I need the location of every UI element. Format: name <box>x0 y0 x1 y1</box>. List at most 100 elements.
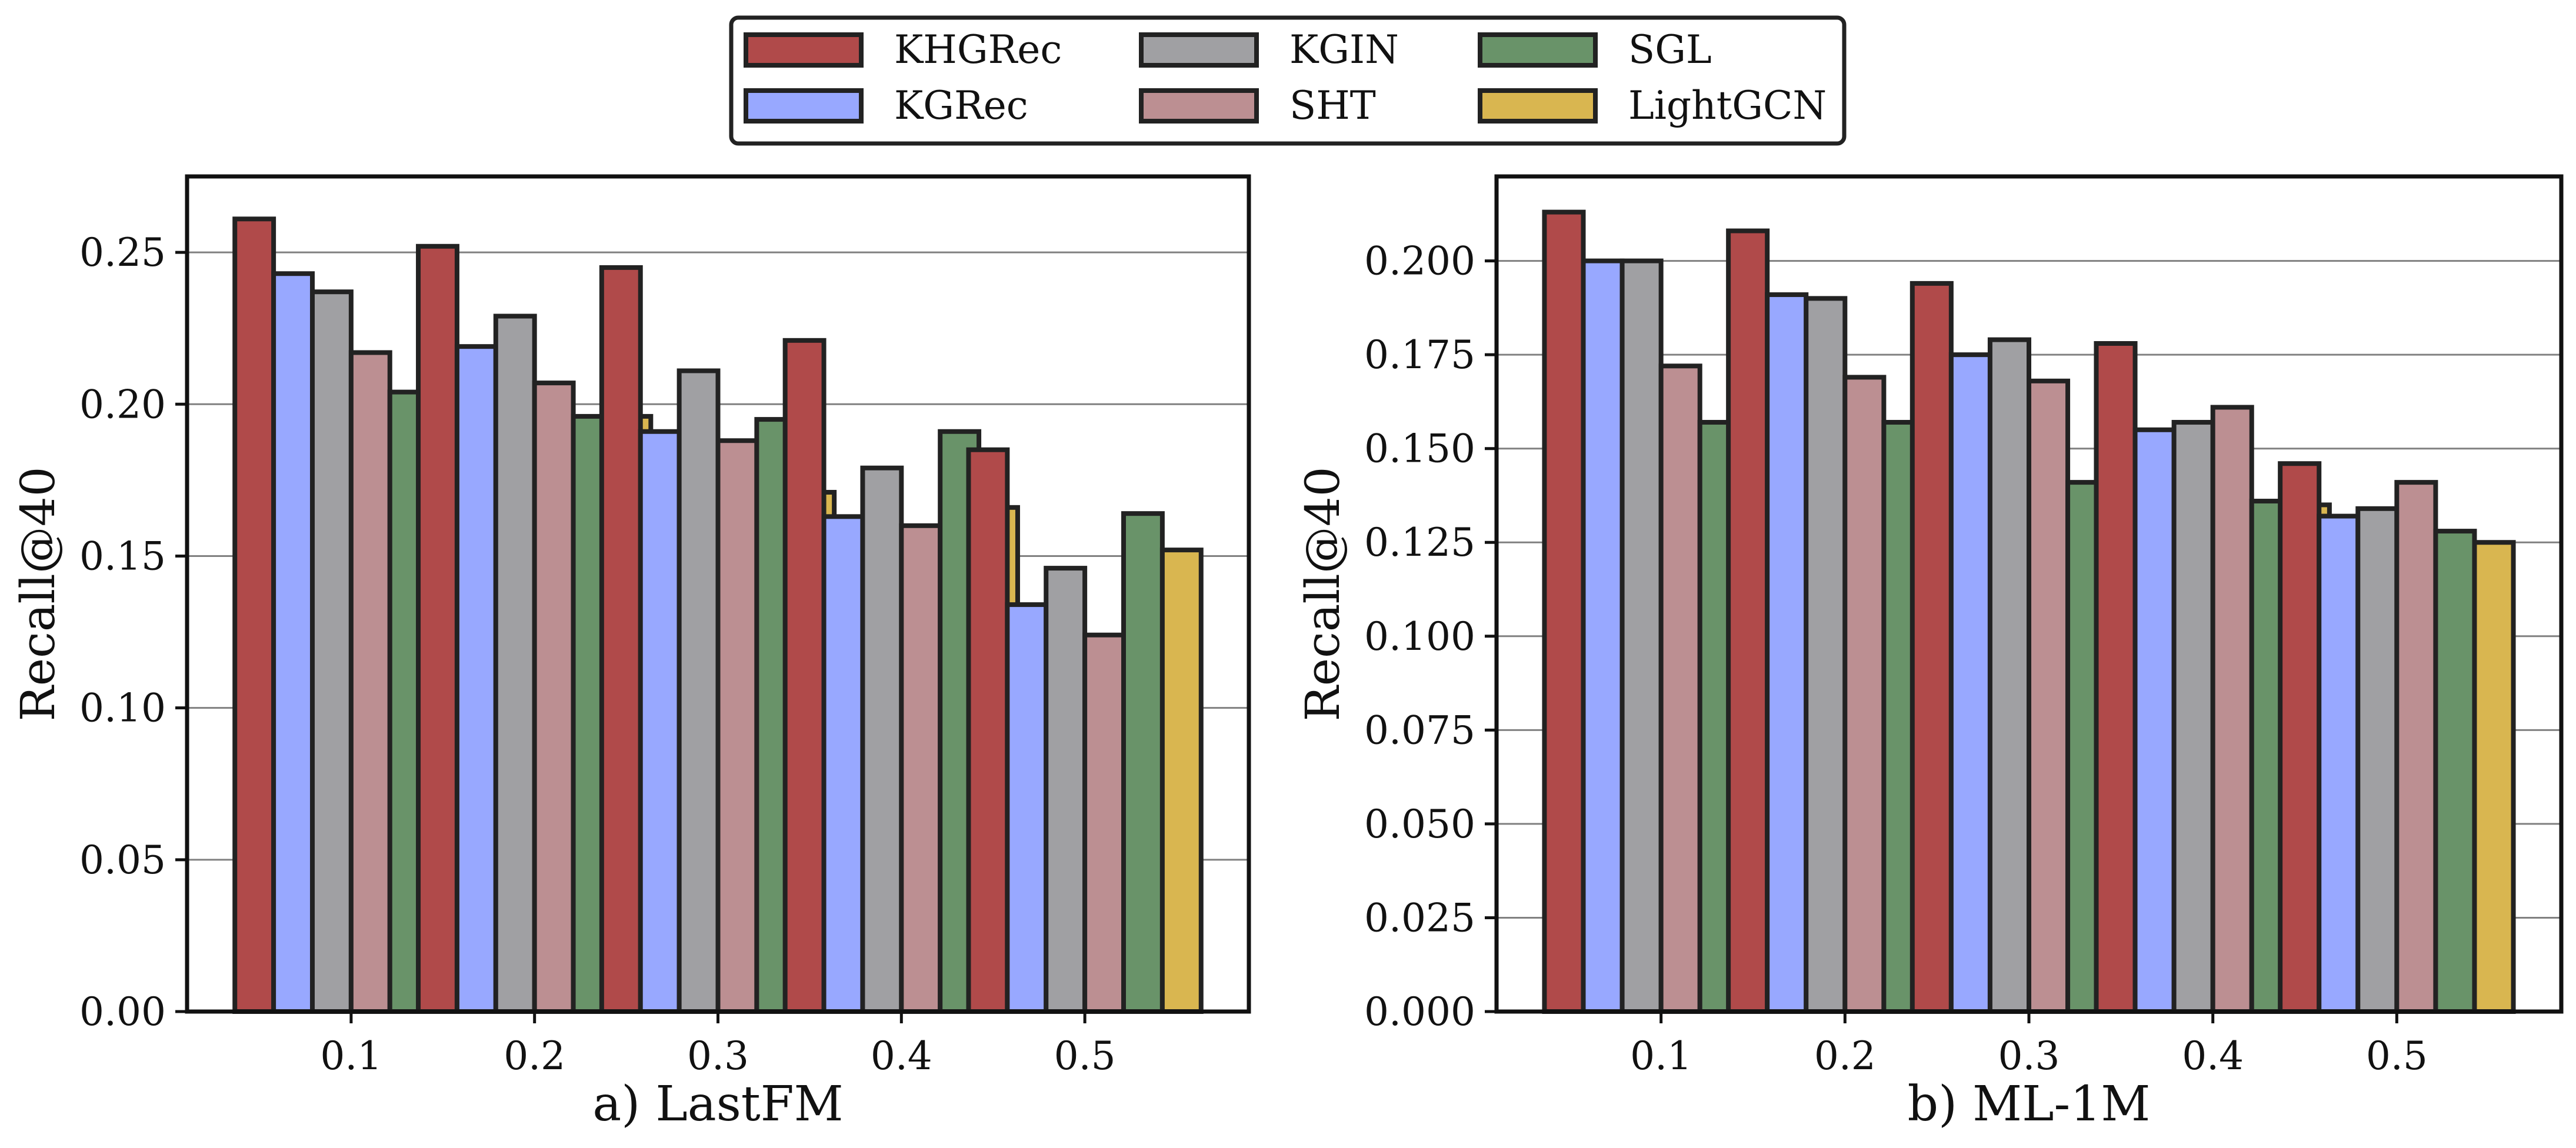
bar-khgrec-0-3 <box>599 265 643 1014</box>
y-axis-ticks: 0.000 0.025 0.050 0.075 0.100 0.125 0.150 0.175… <box>1364 239 1497 1034</box>
bar-sgl-0-5 <box>2433 529 2477 1014</box>
x-axis-ticks: 0.1 0.2 0.3 0.4 0.5 <box>1630 1012 2428 1079</box>
bar-sht-0-5 <box>2394 480 2438 1014</box>
bar-kgin-0-1 <box>1619 258 1664 1014</box>
chart-title: a) LastFM <box>592 1076 843 1132</box>
bar-kgrec-0-1 <box>1581 258 1625 1014</box>
bar-kgin-0-5 <box>2355 506 2400 1014</box>
x-tick-label: 0.2 <box>1814 1033 1876 1079</box>
bar-kgin-0-4 <box>860 465 904 1014</box>
bar-kgrec-0-3 <box>1948 352 1992 1014</box>
bar-sht-0-1 <box>1658 363 1702 1014</box>
bar-kgin-0-3 <box>1987 337 2032 1014</box>
bar-khgrec-0-2 <box>416 243 459 1014</box>
y-tick-label: 0.075 <box>1364 708 1475 753</box>
legend-label-kgin: KGIN <box>1289 27 1399 72</box>
x-tick-label: 0.3 <box>687 1033 749 1079</box>
x-tick-label: 0.1 <box>1630 1033 1692 1079</box>
bar-kgrec-0-4 <box>2132 427 2177 1014</box>
bar-khgrec-0-5 <box>966 447 1010 1014</box>
bar-kgin-0-1 <box>309 289 354 1014</box>
y-tick-label: 0.25 <box>79 230 166 275</box>
chart-title: b) ML-1M <box>1908 1076 2151 1132</box>
legend-swatch-lightgcn <box>1478 88 1598 124</box>
bar-kgrec-0-1 <box>271 271 315 1014</box>
legend-swatch-kgin <box>1139 32 1259 68</box>
bar-khgrec-0-4 <box>2094 341 2138 1014</box>
y-tick-label: 0.025 <box>1364 895 1475 940</box>
legend: KHGRec KGRec KGIN SHT SGL LightGCN <box>729 15 1847 146</box>
legend-item-sht: SHT <box>1139 83 1376 128</box>
legend-item-kgrec: KGRec <box>744 83 1028 128</box>
legend-label-khgrec: KHGRec <box>894 27 1062 72</box>
x-tick-label: 0.1 <box>320 1033 382 1079</box>
y-axis-label: Recall@40 <box>11 466 65 721</box>
bar-kgrec-0-3 <box>638 429 682 1014</box>
bar-kgin-0-2 <box>1804 296 1848 1014</box>
y-tick-label: 0.125 <box>1364 520 1475 565</box>
y-tick-label: 0.175 <box>1364 332 1475 378</box>
bar-khgrec-0-3 <box>1909 281 1954 1014</box>
bar-kgrec-0-5 <box>1005 602 1049 1014</box>
bar-kgin-0-4 <box>2171 420 2215 1014</box>
legend-swatch-kgrec <box>744 88 864 124</box>
legend-label-lightgcn: LightGCN <box>1628 83 1827 128</box>
bar-khgrec-0-4 <box>782 338 827 1014</box>
y-tick-label: 0.200 <box>1364 239 1475 284</box>
y-tick-label: 0.050 <box>1364 802 1475 847</box>
bar-kgrec-0-2 <box>1765 292 1809 1014</box>
x-tick-label: 0.5 <box>2366 1033 2428 1079</box>
y-tick-label: 0.20 <box>79 382 166 427</box>
x-axis-ticks: 0.1 0.2 0.3 0.4 0.5 <box>320 1012 1116 1079</box>
x-tick-label: 0.4 <box>871 1033 932 1079</box>
bar-sht-0-1 <box>348 350 392 1014</box>
bar-sgl-0-5 <box>1121 511 1165 1014</box>
bar-lightgcn-0-5 <box>1159 548 1204 1014</box>
bar-khgrec-0-1 <box>1542 209 1586 1014</box>
legend-swatch-sgl <box>1478 32 1598 68</box>
bar-khgrec-0-1 <box>232 216 276 1014</box>
legend-label-sgl: SGL <box>1628 27 1712 72</box>
bar-kgrec-0-2 <box>454 344 498 1014</box>
bar-kgrec-0-4 <box>821 514 865 1014</box>
bar-kgrec-0-5 <box>2317 513 2361 1014</box>
bar-kgin-0-3 <box>677 368 721 1014</box>
bar-kgin-0-2 <box>493 313 537 1014</box>
y-axis-label: Recall@40 <box>1295 466 1350 721</box>
bar-sht-0-2 <box>1842 375 1887 1014</box>
bar-sht-0-4 <box>2210 405 2254 1014</box>
y-tick-label: 0.00 <box>79 989 166 1034</box>
bar-sht-0-5 <box>1082 632 1127 1014</box>
y-tick-label: 0.000 <box>1364 989 1475 1034</box>
bar-sht-0-3 <box>715 438 759 1014</box>
legend-item-khgrec: KHGRec <box>744 27 1062 72</box>
chart-panel-lastfm: 0.00 0.05 0.10 0.15 0.20 0.25 0.1 0.2 0.3 0.4 0.5 R… <box>11 174 1251 1132</box>
bar-khgrec-0-5 <box>2278 461 2322 1014</box>
y-tick-label: 0.100 <box>1364 614 1475 659</box>
y-axis-ticks: 0.00 0.05 0.10 0.15 0.20 0.25 <box>79 230 187 1034</box>
bar-lightgcn-0-5 <box>2472 540 2516 1014</box>
y-tick-label: 0.150 <box>1364 426 1475 472</box>
x-tick-label: 0.2 <box>504 1033 565 1079</box>
legend-label-sht: SHT <box>1289 83 1376 128</box>
x-tick-label: 0.5 <box>1054 1033 1116 1079</box>
bar-kgin-0-5 <box>1044 566 1088 1014</box>
y-tick-label: 0.15 <box>79 533 166 579</box>
y-tick-label: 0.05 <box>79 837 166 883</box>
legend-swatch-sht <box>1139 88 1259 124</box>
chart-panel-ml-1m: 0.000 0.025 0.050 0.075 0.100 0.125 0.150 0.175… <box>1295 174 2564 1132</box>
x-tick-label: 0.3 <box>1998 1033 2060 1079</box>
x-tick-label: 0.4 <box>2182 1033 2244 1079</box>
bars <box>232 216 1204 1014</box>
legend-item-kgin: KGIN <box>1139 27 1399 72</box>
legend-item-lightgcn: LightGCN <box>1478 83 1827 128</box>
bars <box>1542 209 2516 1014</box>
bar-sht-0-4 <box>899 523 943 1014</box>
bar-sht-0-2 <box>532 381 576 1014</box>
legend-swatch-khgrec <box>744 32 864 68</box>
bar-khgrec-0-2 <box>1726 228 1770 1014</box>
y-tick-label: 0.10 <box>79 686 166 731</box>
legend-label-kgrec: KGRec <box>894 83 1028 128</box>
legend-item-sgl: SGL <box>1478 27 1712 72</box>
